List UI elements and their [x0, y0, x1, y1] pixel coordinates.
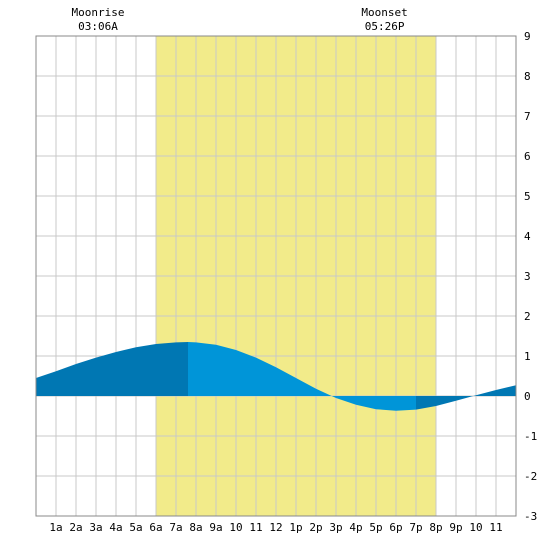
grid-layer [36, 36, 516, 516]
x-tick-label: 8p [429, 521, 442, 534]
x-tick-label: 4p [349, 521, 362, 534]
y-tick-label: -2 [524, 470, 537, 483]
x-tick-label: 9p [449, 521, 462, 534]
x-tick-label: 5a [129, 521, 142, 534]
moon-event-label: Moonset [361, 6, 407, 19]
x-tick-label: 6p [389, 521, 402, 534]
tide-area-segment-dark [416, 385, 516, 410]
y-tick-label: 3 [524, 270, 531, 283]
y-tick-labels: -3 -2 -1 0 1 2 3 4 5 6 7 8 9 [524, 30, 537, 523]
y-tick-label: 5 [524, 190, 531, 203]
x-tick-label: 11 [489, 521, 502, 534]
x-tick-label: 1a [49, 521, 62, 534]
x-tick-label: 8a [189, 521, 202, 534]
x-tick-label: 2p [309, 521, 322, 534]
tide-area-layer [36, 342, 516, 411]
x-tick-label: 1p [289, 521, 302, 534]
x-tick-label: 3a [89, 521, 102, 534]
x-tick-label: 11 [249, 521, 262, 534]
tide-area-segment-light [188, 342, 416, 411]
y-tick-label: 4 [524, 230, 531, 243]
y-tick-label: 0 [524, 390, 531, 403]
y-tick-label: -3 [524, 510, 537, 523]
plot-frame [35, 35, 517, 517]
x-tick-label: 10 [469, 521, 482, 534]
x-tick-label: 7a [169, 521, 182, 534]
y-tick-label: 8 [524, 70, 531, 83]
y-tick-label: 6 [524, 150, 531, 163]
y-tick-label: -1 [524, 430, 537, 443]
y-tick-label: 7 [524, 110, 531, 123]
x-tick-label: 10 [229, 521, 242, 534]
moon-event-label: Moonrise [72, 6, 125, 19]
x-tick-label: 7p [409, 521, 422, 534]
y-tick-label: 1 [524, 350, 531, 363]
y-tick-label: 2 [524, 310, 531, 323]
y-tick-label: 9 [524, 30, 531, 43]
x-tick-label: 6a [149, 521, 162, 534]
x-tick-labels: 1a 2a 3a 4a 5a 6a 7a 8a 9a 10 11 12 1p 2p 3p 4p 5p 6p 7p 8p… [49, 521, 502, 534]
x-tick-label: 12 [269, 521, 282, 534]
x-tick-label: 9a [209, 521, 222, 534]
moon-event-time: 05:26P [365, 20, 405, 33]
x-tick-label: 5p [369, 521, 382, 534]
tide-area-segment-dark [36, 342, 188, 396]
x-tick-label: 2a [69, 521, 82, 534]
moon-event-time: 03:06A [78, 20, 118, 33]
x-tick-label: 4a [109, 521, 122, 534]
x-tick-label: 3p [329, 521, 342, 534]
